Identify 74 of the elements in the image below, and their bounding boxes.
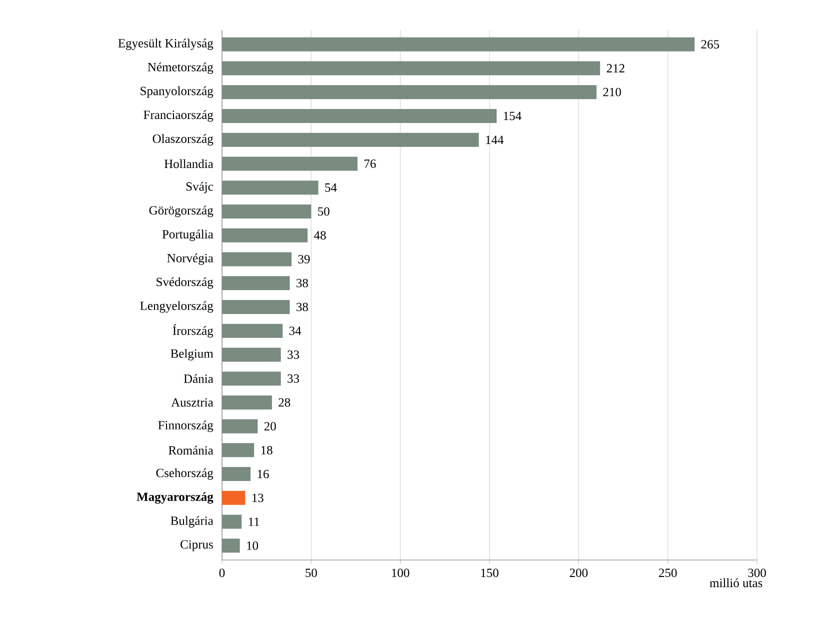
data-label: 28: [278, 398, 290, 407]
y-tick-label: Ausztria: [171, 398, 214, 407]
y-tick-label: Hollandia: [164, 159, 214, 168]
y-tick-label: Csehország: [156, 468, 214, 480]
bar: [222, 85, 597, 100]
bar: [222, 108, 497, 123]
data-label: 13: [252, 494, 264, 502]
data-label: 38: [296, 278, 308, 288]
x-tick-label: 300: [748, 568, 766, 578]
bar: [222, 348, 281, 362]
bar: [222, 443, 254, 458]
x-tick-label: 250: [659, 568, 677, 578]
x-axis-title: millió utas: [710, 578, 762, 588]
data-label: 48: [314, 231, 326, 240]
data-label: 38: [296, 302, 308, 312]
bar: [222, 228, 308, 242]
bar: [222, 490, 246, 505]
y-tick-label: Finnország: [158, 420, 214, 432]
bar: [222, 276, 290, 290]
x-tick-label: 50: [306, 568, 317, 578]
x-tick-label: 100: [392, 568, 410, 578]
data-label: 33: [288, 374, 300, 383]
data-label: 210: [603, 88, 621, 96]
y-tick-label: Egyesült Királyság: [118, 38, 214, 50]
y-tick-label: Belgium: [170, 349, 214, 360]
data-label: 20: [264, 422, 276, 431]
data-label: 34: [289, 326, 302, 336]
bar: [222, 467, 251, 482]
bar: [222, 419, 258, 434]
data-label: 33: [288, 350, 300, 359]
y-tick-label: Írország: [172, 324, 214, 338]
bar: [222, 252, 292, 266]
y-tick-label: Svédország: [156, 277, 214, 289]
y-tick-label: Norvégia: [167, 254, 214, 265]
y-tick-label: Franciaország: [144, 110, 214, 122]
y-tick-label: Dánia: [184, 374, 214, 383]
y-tick-label: Románia: [168, 446, 214, 455]
y-tick-label: Spanyolország: [140, 86, 214, 98]
data-label: 18: [261, 446, 272, 454]
y-tick-label: Ciprus: [180, 540, 213, 552]
bar: [222, 538, 240, 553]
bar: [222, 61, 600, 76]
y-tick-label: Svájc: [186, 182, 213, 194]
data-label: 10: [247, 541, 258, 550]
y-tick-label: Németország: [148, 62, 214, 74]
data-label: 11: [248, 518, 260, 526]
y-tick-label: Magyarország: [136, 492, 214, 504]
bar: [222, 156, 358, 171]
data-label: 212: [606, 64, 624, 72]
x-tick-label: 0: [219, 568, 225, 578]
bar: [222, 37, 695, 52]
data-label: 154: [504, 112, 522, 120]
bar: [222, 204, 312, 218]
bar: [222, 395, 272, 410]
data-label: 76: [364, 159, 376, 168]
data-label: 265: [701, 40, 720, 49]
data-label: 144: [486, 136, 504, 144]
bar: [222, 300, 290, 314]
x-tick-label: 200: [570, 568, 588, 578]
y-tick-label: Bulgária: [170, 516, 214, 528]
y-tick-label: Görögország: [149, 206, 214, 218]
data-label: 39: [298, 254, 310, 264]
bar: [222, 372, 281, 386]
x-tick-label: 150: [481, 568, 498, 578]
y-tick-label: Lengyelország: [140, 301, 214, 313]
bar: [222, 324, 283, 338]
y-tick-label: Portugália: [162, 230, 214, 242]
data-label: 50: [318, 207, 330, 216]
data-label: 16: [258, 470, 269, 478]
bar: [222, 132, 479, 147]
data-label: 54: [325, 183, 337, 192]
bar: [222, 514, 242, 529]
y-tick-label: Olaszország: [152, 134, 214, 146]
bar: [222, 180, 318, 195]
